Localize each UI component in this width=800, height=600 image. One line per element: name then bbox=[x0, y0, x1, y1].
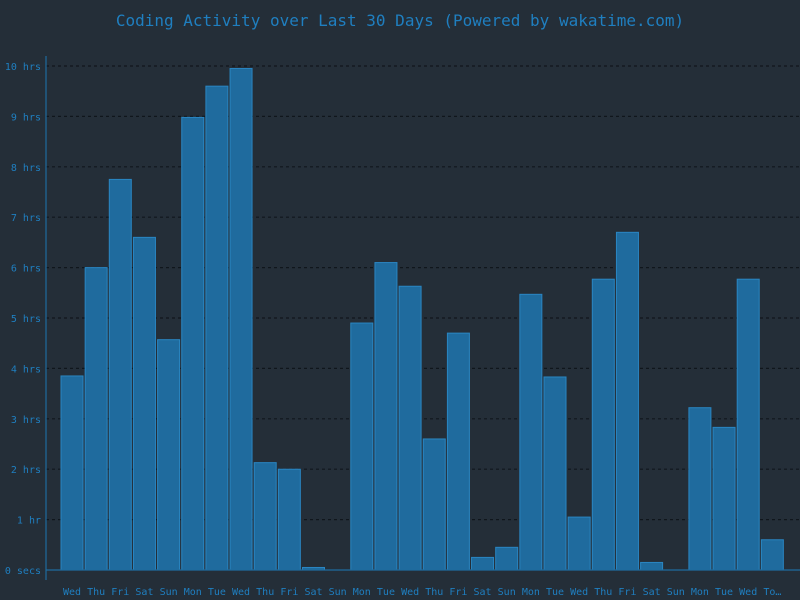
chart-title: Coding Activity over Last 30 Days (Power… bbox=[116, 11, 684, 30]
y-tick-label: 2 hrs bbox=[11, 465, 41, 476]
bar[interactable] bbox=[132, 236, 156, 571]
bar[interactable] bbox=[543, 376, 567, 571]
bar[interactable] bbox=[712, 426, 736, 571]
y-tick-label: 0 secs bbox=[5, 566, 41, 577]
x-tick-label: Wed bbox=[739, 587, 757, 598]
x-tick-labels: Wed Thu Fri Sat Sun Mon Tue Wed Thu Fri Sat Sun Mon T… bbox=[63, 587, 781, 598]
bar[interactable] bbox=[615, 231, 639, 571]
bar[interactable] bbox=[350, 322, 374, 571]
y-tick-label: 7 hrs bbox=[11, 213, 41, 224]
x-tick-label: Wed bbox=[570, 587, 588, 598]
x-tick-label: Thu bbox=[87, 587, 105, 598]
bar[interactable] bbox=[495, 546, 519, 571]
x-tick-label: Fri bbox=[280, 587, 298, 598]
y-tick-label: 6 hrs bbox=[11, 264, 41, 275]
y-tick-label: 8 hrs bbox=[11, 163, 41, 174]
y-tick-label: 9 hrs bbox=[11, 112, 41, 123]
x-tick-label: Tue bbox=[715, 587, 733, 598]
bar[interactable] bbox=[374, 262, 398, 571]
x-tick-label: Thu bbox=[425, 587, 443, 598]
y-tick-label: 10 hrs bbox=[5, 62, 41, 73]
axes bbox=[45, 56, 800, 580]
x-tick-label: Tue bbox=[377, 587, 395, 598]
bar[interactable] bbox=[181, 116, 205, 571]
x-tick-label: Wed bbox=[63, 587, 81, 598]
x-tick-label: Tue bbox=[208, 587, 226, 598]
x-tick-label: Fri bbox=[111, 587, 129, 598]
bar[interactable] bbox=[253, 462, 277, 571]
bar[interactable] bbox=[157, 339, 181, 571]
x-tick-label: Sun bbox=[667, 587, 685, 598]
bar[interactable] bbox=[640, 561, 664, 571]
bar[interactable] bbox=[398, 285, 422, 571]
x-tick-label: Wed bbox=[232, 587, 250, 598]
y-tick-label: 5 hrs bbox=[11, 314, 41, 325]
bar[interactable] bbox=[446, 332, 470, 571]
bar[interactable] bbox=[229, 68, 253, 571]
bars bbox=[60, 68, 784, 571]
bar[interactable] bbox=[567, 516, 591, 571]
bar[interactable] bbox=[205, 85, 229, 571]
bar[interactable] bbox=[688, 407, 712, 571]
bar[interactable] bbox=[60, 375, 84, 571]
bar[interactable] bbox=[736, 278, 760, 571]
bar[interactable] bbox=[422, 438, 446, 571]
y-tick-label: 3 hrs bbox=[11, 415, 41, 426]
x-tick-label: Sat bbox=[474, 587, 492, 598]
bar[interactable] bbox=[591, 278, 615, 571]
x-tick-label: Sun bbox=[329, 587, 347, 598]
y-tick-label: 1 hr bbox=[17, 516, 41, 527]
x-tick-label: Mon bbox=[522, 587, 540, 598]
bar[interactable] bbox=[84, 267, 108, 571]
x-tick-label: Fri bbox=[618, 587, 636, 598]
bar[interactable] bbox=[519, 293, 543, 571]
x-tick-label: Sat bbox=[304, 587, 322, 598]
x-tick-label: Mon bbox=[184, 587, 202, 598]
x-tick-label: Thu bbox=[594, 587, 612, 598]
x-tick-label: Sat bbox=[643, 587, 661, 598]
x-tick-label: Sat bbox=[135, 587, 153, 598]
y-tick-labels: 0 secs 1 hr 2 hrs 3 hrs 4 hrs 5 hrs 6 hrs 7 hrs… bbox=[5, 62, 41, 577]
bar[interactable] bbox=[471, 556, 495, 571]
bar[interactable] bbox=[277, 468, 301, 571]
x-tick-label: To… bbox=[763, 587, 781, 598]
bar[interactable] bbox=[760, 539, 784, 571]
x-tick-label: Sun bbox=[498, 587, 516, 598]
x-tick-label: Tue bbox=[546, 587, 564, 598]
x-tick-label: Fri bbox=[449, 587, 467, 598]
x-tick-label: Mon bbox=[691, 587, 709, 598]
x-tick-label: Thu bbox=[256, 587, 274, 598]
x-tick-label: Wed bbox=[401, 587, 419, 598]
bar[interactable] bbox=[108, 178, 132, 571]
x-tick-label: Sun bbox=[160, 587, 178, 598]
x-tick-label: Mon bbox=[353, 587, 371, 598]
y-tick-label: 4 hrs bbox=[11, 364, 41, 375]
